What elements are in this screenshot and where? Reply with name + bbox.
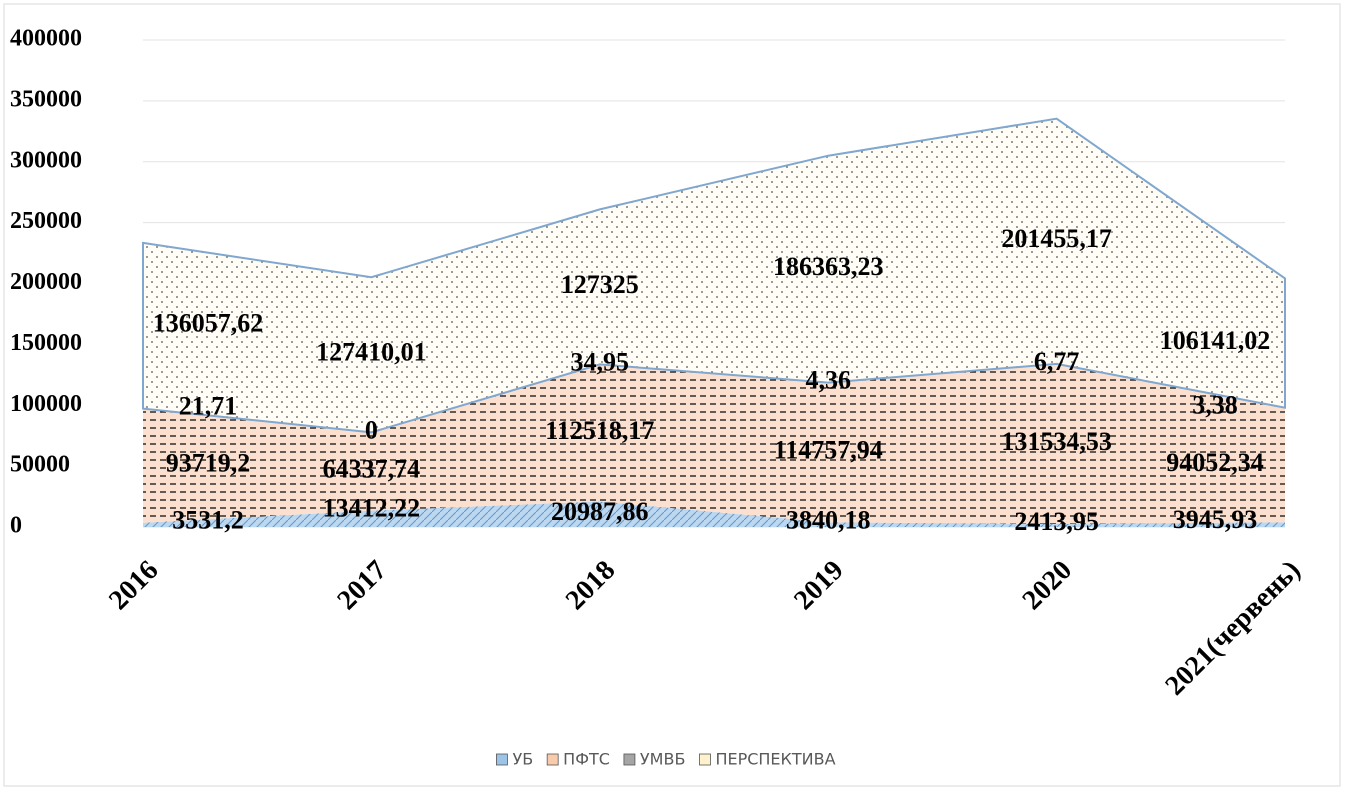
y-tick-label: 50000	[10, 452, 70, 478]
legend-swatch	[623, 753, 636, 766]
area	[143, 501, 1285, 527]
data-label: 4,36	[805, 366, 851, 395]
data-label: 114757,94	[774, 435, 883, 464]
data-label: 6,77	[1034, 347, 1080, 376]
data-label: 20987,86	[551, 497, 649, 526]
data-label: 112518,17	[545, 416, 654, 445]
y-tick-label: 100000	[10, 391, 82, 417]
data-label: 2413,95	[1014, 507, 1099, 536]
legend: УБ ПФТС УМВБ ПЕРСПЕКТИВА	[496, 750, 836, 769]
data-label: 93719,2	[166, 449, 251, 478]
legend-swatch	[496, 753, 508, 766]
y-tick-label: 250000	[10, 208, 82, 234]
legend-label: ПФТС	[563, 750, 610, 769]
legend-label: УМВБ	[640, 750, 686, 769]
legend-label: УБ	[512, 750, 533, 769]
legend-swatch	[546, 753, 559, 766]
area	[142, 117, 1286, 434]
data-label: 201455,17	[1001, 224, 1112, 253]
data-label: 106141,02	[1160, 326, 1271, 355]
data-label: 136057,62	[153, 309, 264, 338]
data-label: 127410,01	[316, 338, 427, 367]
data-label: 3840,18	[786, 505, 871, 534]
data-label: 127325	[561, 270, 639, 299]
y-tick-label: 200000	[10, 269, 82, 295]
legend-swatch	[699, 753, 711, 766]
area	[143, 363, 1285, 525]
data-label: 131534,53	[1001, 427, 1112, 456]
y-tick-label: 300000	[10, 147, 82, 173]
data-label: 64337,74	[323, 454, 421, 483]
data-label: 94052,34	[1166, 448, 1264, 477]
legend-label: ПЕРСПЕКТИВА	[715, 750, 835, 769]
data-label: 13412,22	[323, 494, 421, 523]
data-label: 3945,93	[1173, 505, 1258, 534]
y-tick-label: 150000	[10, 330, 82, 356]
data-label: 186363,23	[773, 252, 884, 281]
data-label: 3,38	[1192, 391, 1238, 420]
y-tick-label: 0	[10, 513, 22, 539]
y-tick-label: 350000	[10, 86, 82, 112]
data-label: 21,71	[179, 392, 238, 421]
data-label: 3531,2	[172, 506, 244, 535]
data-label: 34,95	[571, 347, 630, 376]
data-label: 0	[365, 415, 378, 444]
y-tick-label: 400000	[10, 26, 82, 52]
